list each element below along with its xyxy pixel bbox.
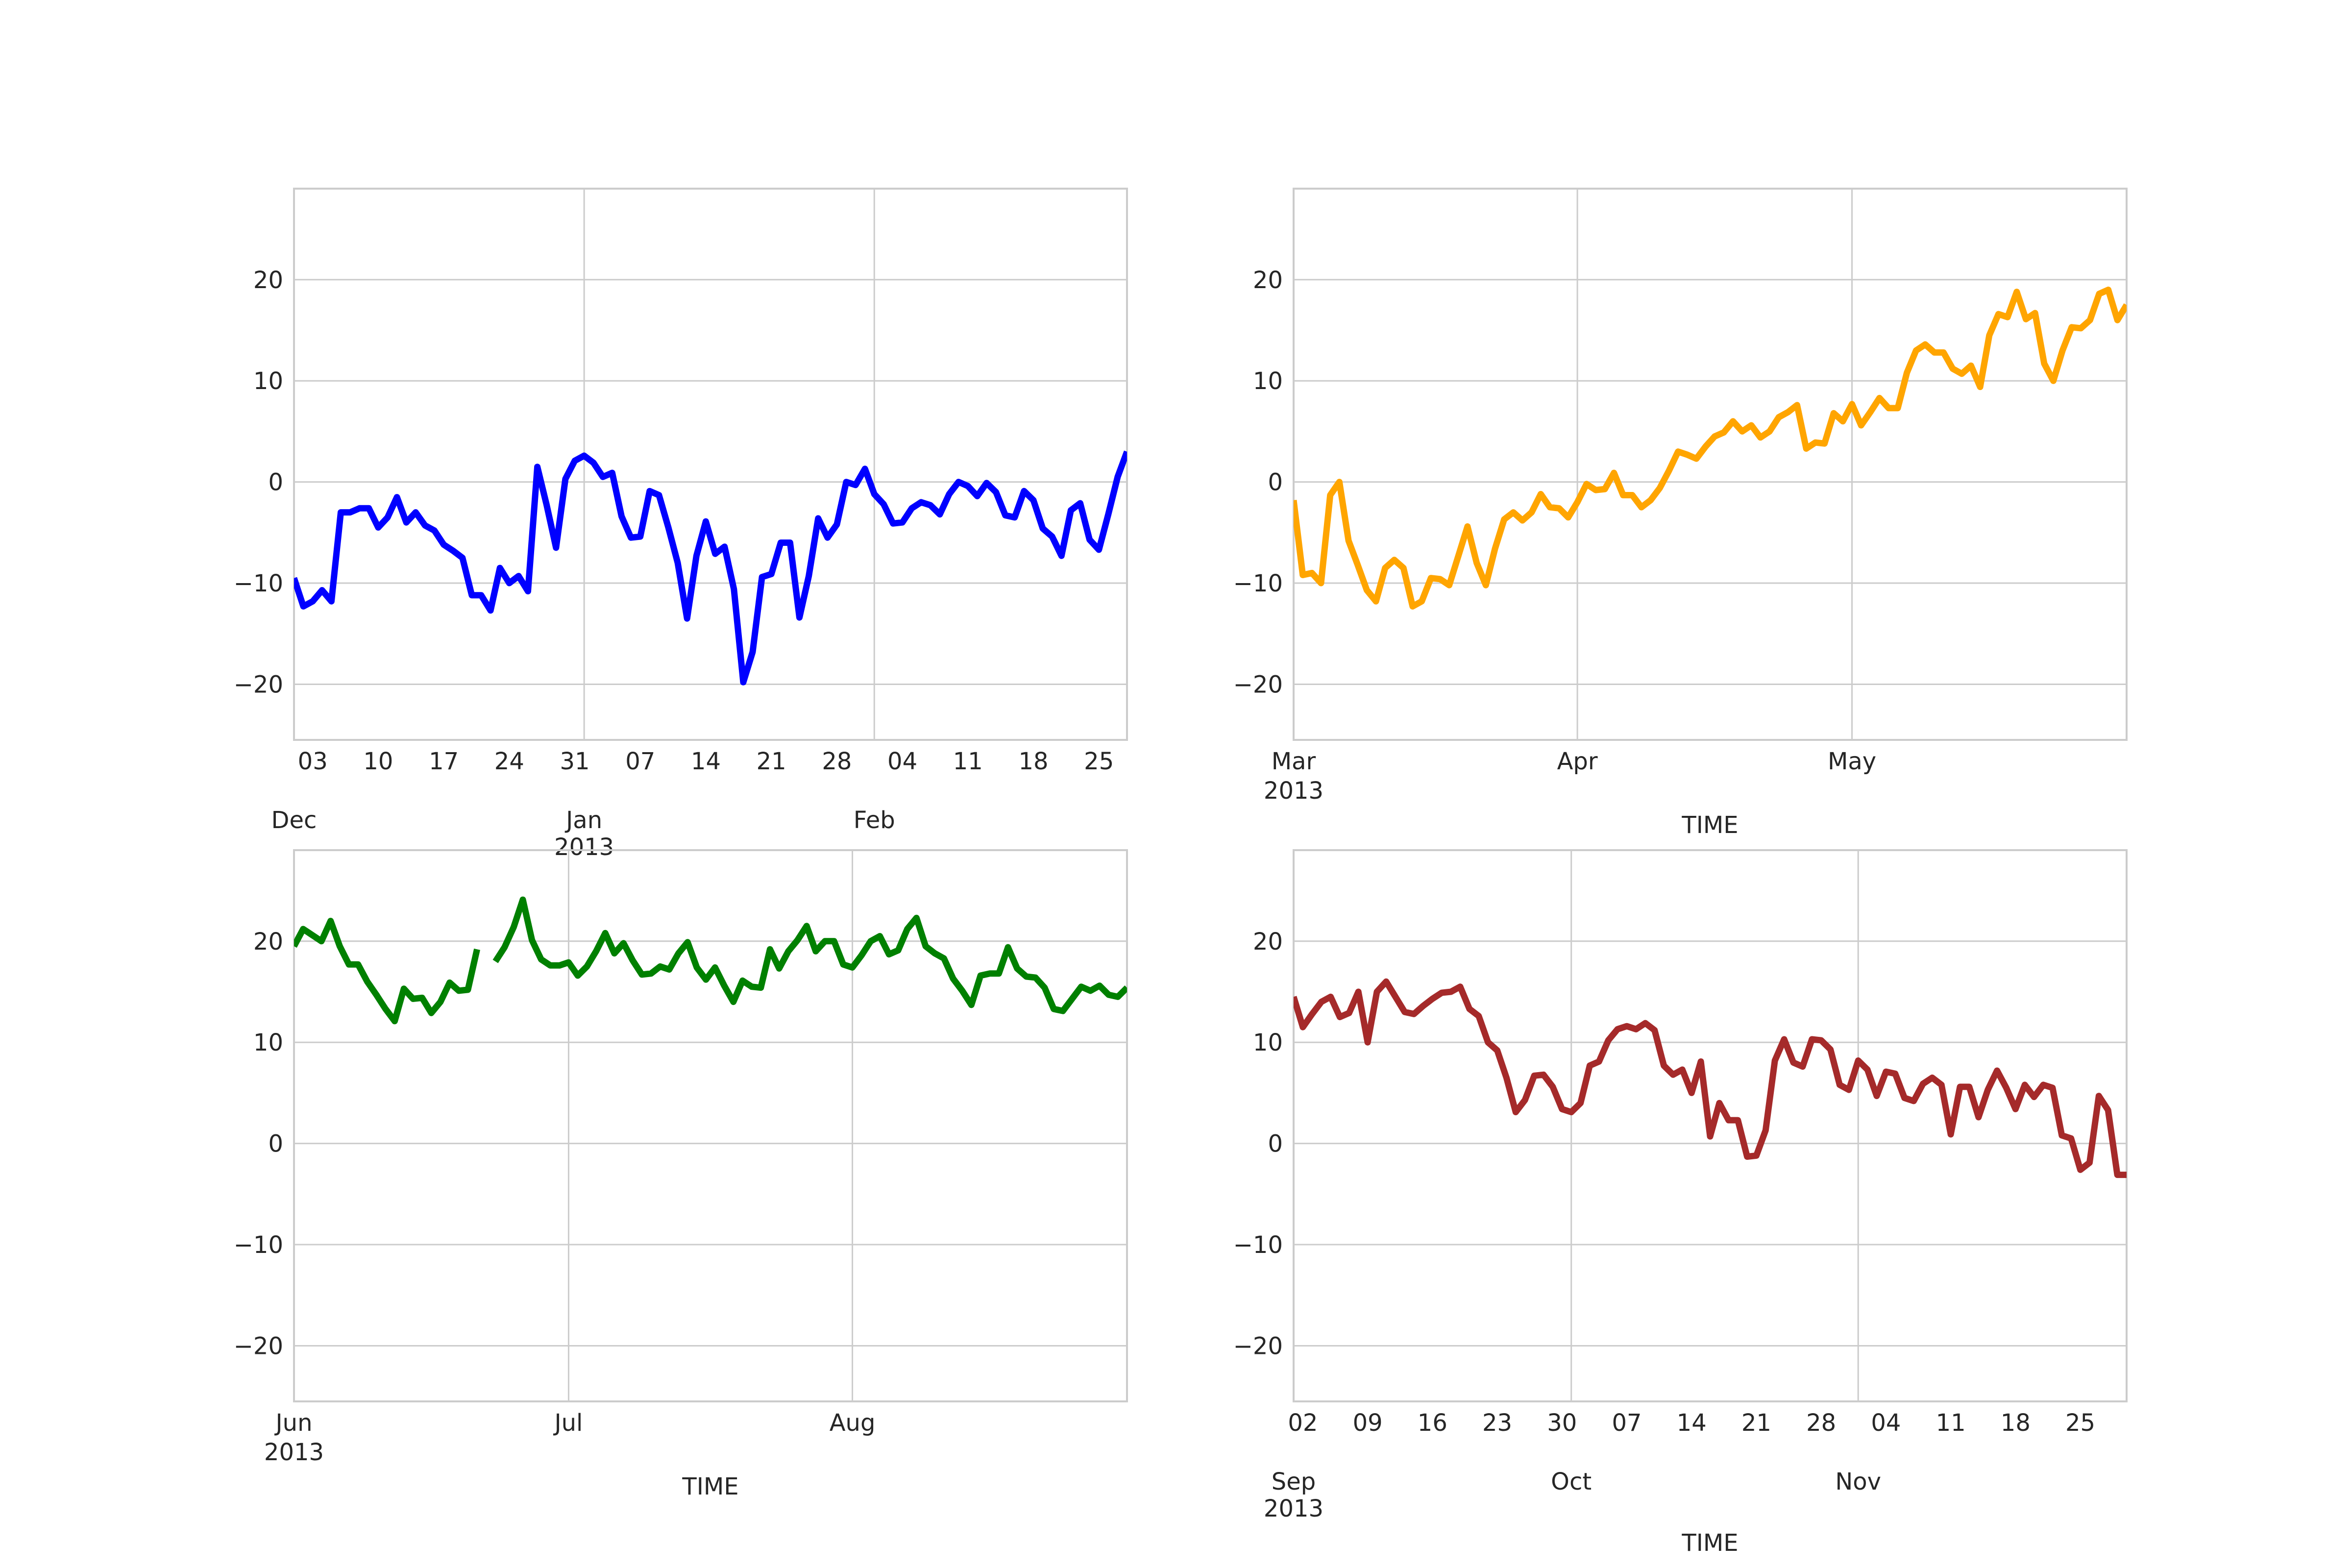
y-tick-label: −20 bbox=[234, 1332, 283, 1360]
y-tick-label: 10 bbox=[253, 1029, 283, 1056]
x-minor-tick-label: 07 bbox=[625, 748, 655, 775]
x-year-tick-label: 2013 bbox=[264, 1439, 324, 1466]
plot-frame bbox=[293, 849, 1128, 1402]
x-minor-tick-label: 28 bbox=[1806, 1409, 1836, 1437]
x-minor-tick-label: 04 bbox=[1871, 1409, 1901, 1437]
x-minor-tick-label: 18 bbox=[2001, 1409, 2031, 1437]
x-minor-tick-label: 21 bbox=[757, 748, 786, 775]
x-minor-tick-label: 28 bbox=[822, 748, 852, 775]
x-axis-label: TIME bbox=[1681, 811, 1738, 839]
x-minor-tick-label: 21 bbox=[1741, 1409, 1771, 1437]
x-minor-tick-label: 18 bbox=[1018, 748, 1048, 775]
series-line bbox=[1294, 978, 2127, 1178]
x-minor-tick-label: 17 bbox=[429, 748, 459, 775]
series-line bbox=[294, 896, 1127, 1025]
x-axis-label: TIME bbox=[682, 1473, 738, 1500]
x-major-tick-label: Feb bbox=[854, 807, 895, 834]
series-line bbox=[1294, 286, 2127, 610]
y-tick-label: −20 bbox=[234, 671, 283, 698]
x-major-tick-label: Aug bbox=[830, 1409, 876, 1437]
x-minor-tick-label: 11 bbox=[953, 748, 983, 775]
y-tick-label: −10 bbox=[1233, 1231, 1283, 1259]
plot-frame bbox=[1293, 849, 2128, 1402]
x-year-tick-label: 2013 bbox=[1264, 777, 1323, 805]
x-axis-label: TIME bbox=[1681, 1529, 1738, 1557]
y-tick-label: 20 bbox=[1253, 928, 1283, 956]
x-minor-tick-label: 31 bbox=[560, 748, 589, 775]
subplot-top-left: 20 10 0 −10 −20 03 10 17 24 31 07 14 21 28 04 11 18 25 Dec… bbox=[234, 188, 1128, 861]
y-tick-label: 20 bbox=[1253, 267, 1283, 294]
y-tick-label: 10 bbox=[1253, 1029, 1283, 1056]
y-tick-label: −10 bbox=[1233, 570, 1283, 597]
y-tick-label: −10 bbox=[234, 570, 283, 597]
x-minor-tick-label: 24 bbox=[494, 748, 524, 775]
y-tick-label: −10 bbox=[234, 1231, 283, 1259]
x-minor-tick-label: 04 bbox=[887, 748, 917, 775]
x-major-tick-label: Nov bbox=[1835, 1468, 1881, 1495]
x-minor-tick-label: 23 bbox=[1482, 1409, 1512, 1437]
x-minor-tick-label: 02 bbox=[1288, 1409, 1318, 1437]
x-major-tick-label: Dec bbox=[271, 807, 317, 834]
x-major-tick-label: May bbox=[1828, 748, 1876, 775]
y-tick-label: 0 bbox=[268, 1130, 283, 1158]
y-tick-label: −20 bbox=[1233, 671, 1283, 698]
x-minor-tick-label: 16 bbox=[1418, 1409, 1447, 1437]
y-tick-label: 0 bbox=[1268, 1130, 1283, 1158]
x-major-tick-label: Apr bbox=[1557, 748, 1598, 775]
plot-frame bbox=[293, 188, 1128, 741]
x-year-tick-label: 2013 bbox=[554, 833, 614, 861]
y-tick-label: 20 bbox=[253, 267, 283, 294]
x-major-tick-label: Jan bbox=[564, 807, 602, 834]
x-minor-tick-label: 03 bbox=[298, 748, 328, 775]
x-minor-tick-label: 09 bbox=[1353, 1409, 1383, 1437]
series-line bbox=[294, 450, 1127, 686]
x-minor-tick-label: 11 bbox=[1936, 1409, 1966, 1437]
y-tick-label: 20 bbox=[253, 928, 283, 956]
x-major-tick-label: Sep bbox=[1272, 1468, 1316, 1495]
y-tick-label: 10 bbox=[1253, 368, 1283, 395]
x-minor-tick-label: 07 bbox=[1612, 1409, 1642, 1437]
x-major-tick-label: Jun bbox=[274, 1409, 313, 1437]
y-tick-label: 0 bbox=[268, 469, 283, 496]
x-minor-tick-label: 30 bbox=[1547, 1409, 1577, 1437]
y-tick-label: −20 bbox=[1233, 1332, 1283, 1360]
subplot-bottom-right: 20 10 0 −10 −20 02 09 16 23 30 07 14 21 28 04 11 18 25 Sep… bbox=[1233, 849, 2128, 1557]
x-year-tick-label: 2013 bbox=[1264, 1495, 1323, 1522]
x-minor-tick-label: 14 bbox=[691, 748, 721, 775]
x-minor-tick-label: 25 bbox=[2065, 1409, 2095, 1437]
plot-frame bbox=[1293, 188, 2128, 741]
x-minor-tick-label: 14 bbox=[1677, 1409, 1707, 1437]
y-tick-label: 10 bbox=[253, 368, 283, 395]
x-minor-tick-label: 10 bbox=[363, 748, 393, 775]
x-major-tick-label: Jul bbox=[553, 1409, 583, 1437]
x-minor-tick-label: 25 bbox=[1084, 748, 1114, 775]
x-major-tick-label: Oct bbox=[1551, 1468, 1592, 1495]
y-tick-label: 0 bbox=[1268, 469, 1283, 496]
x-major-tick-label: Mar bbox=[1272, 748, 1316, 775]
